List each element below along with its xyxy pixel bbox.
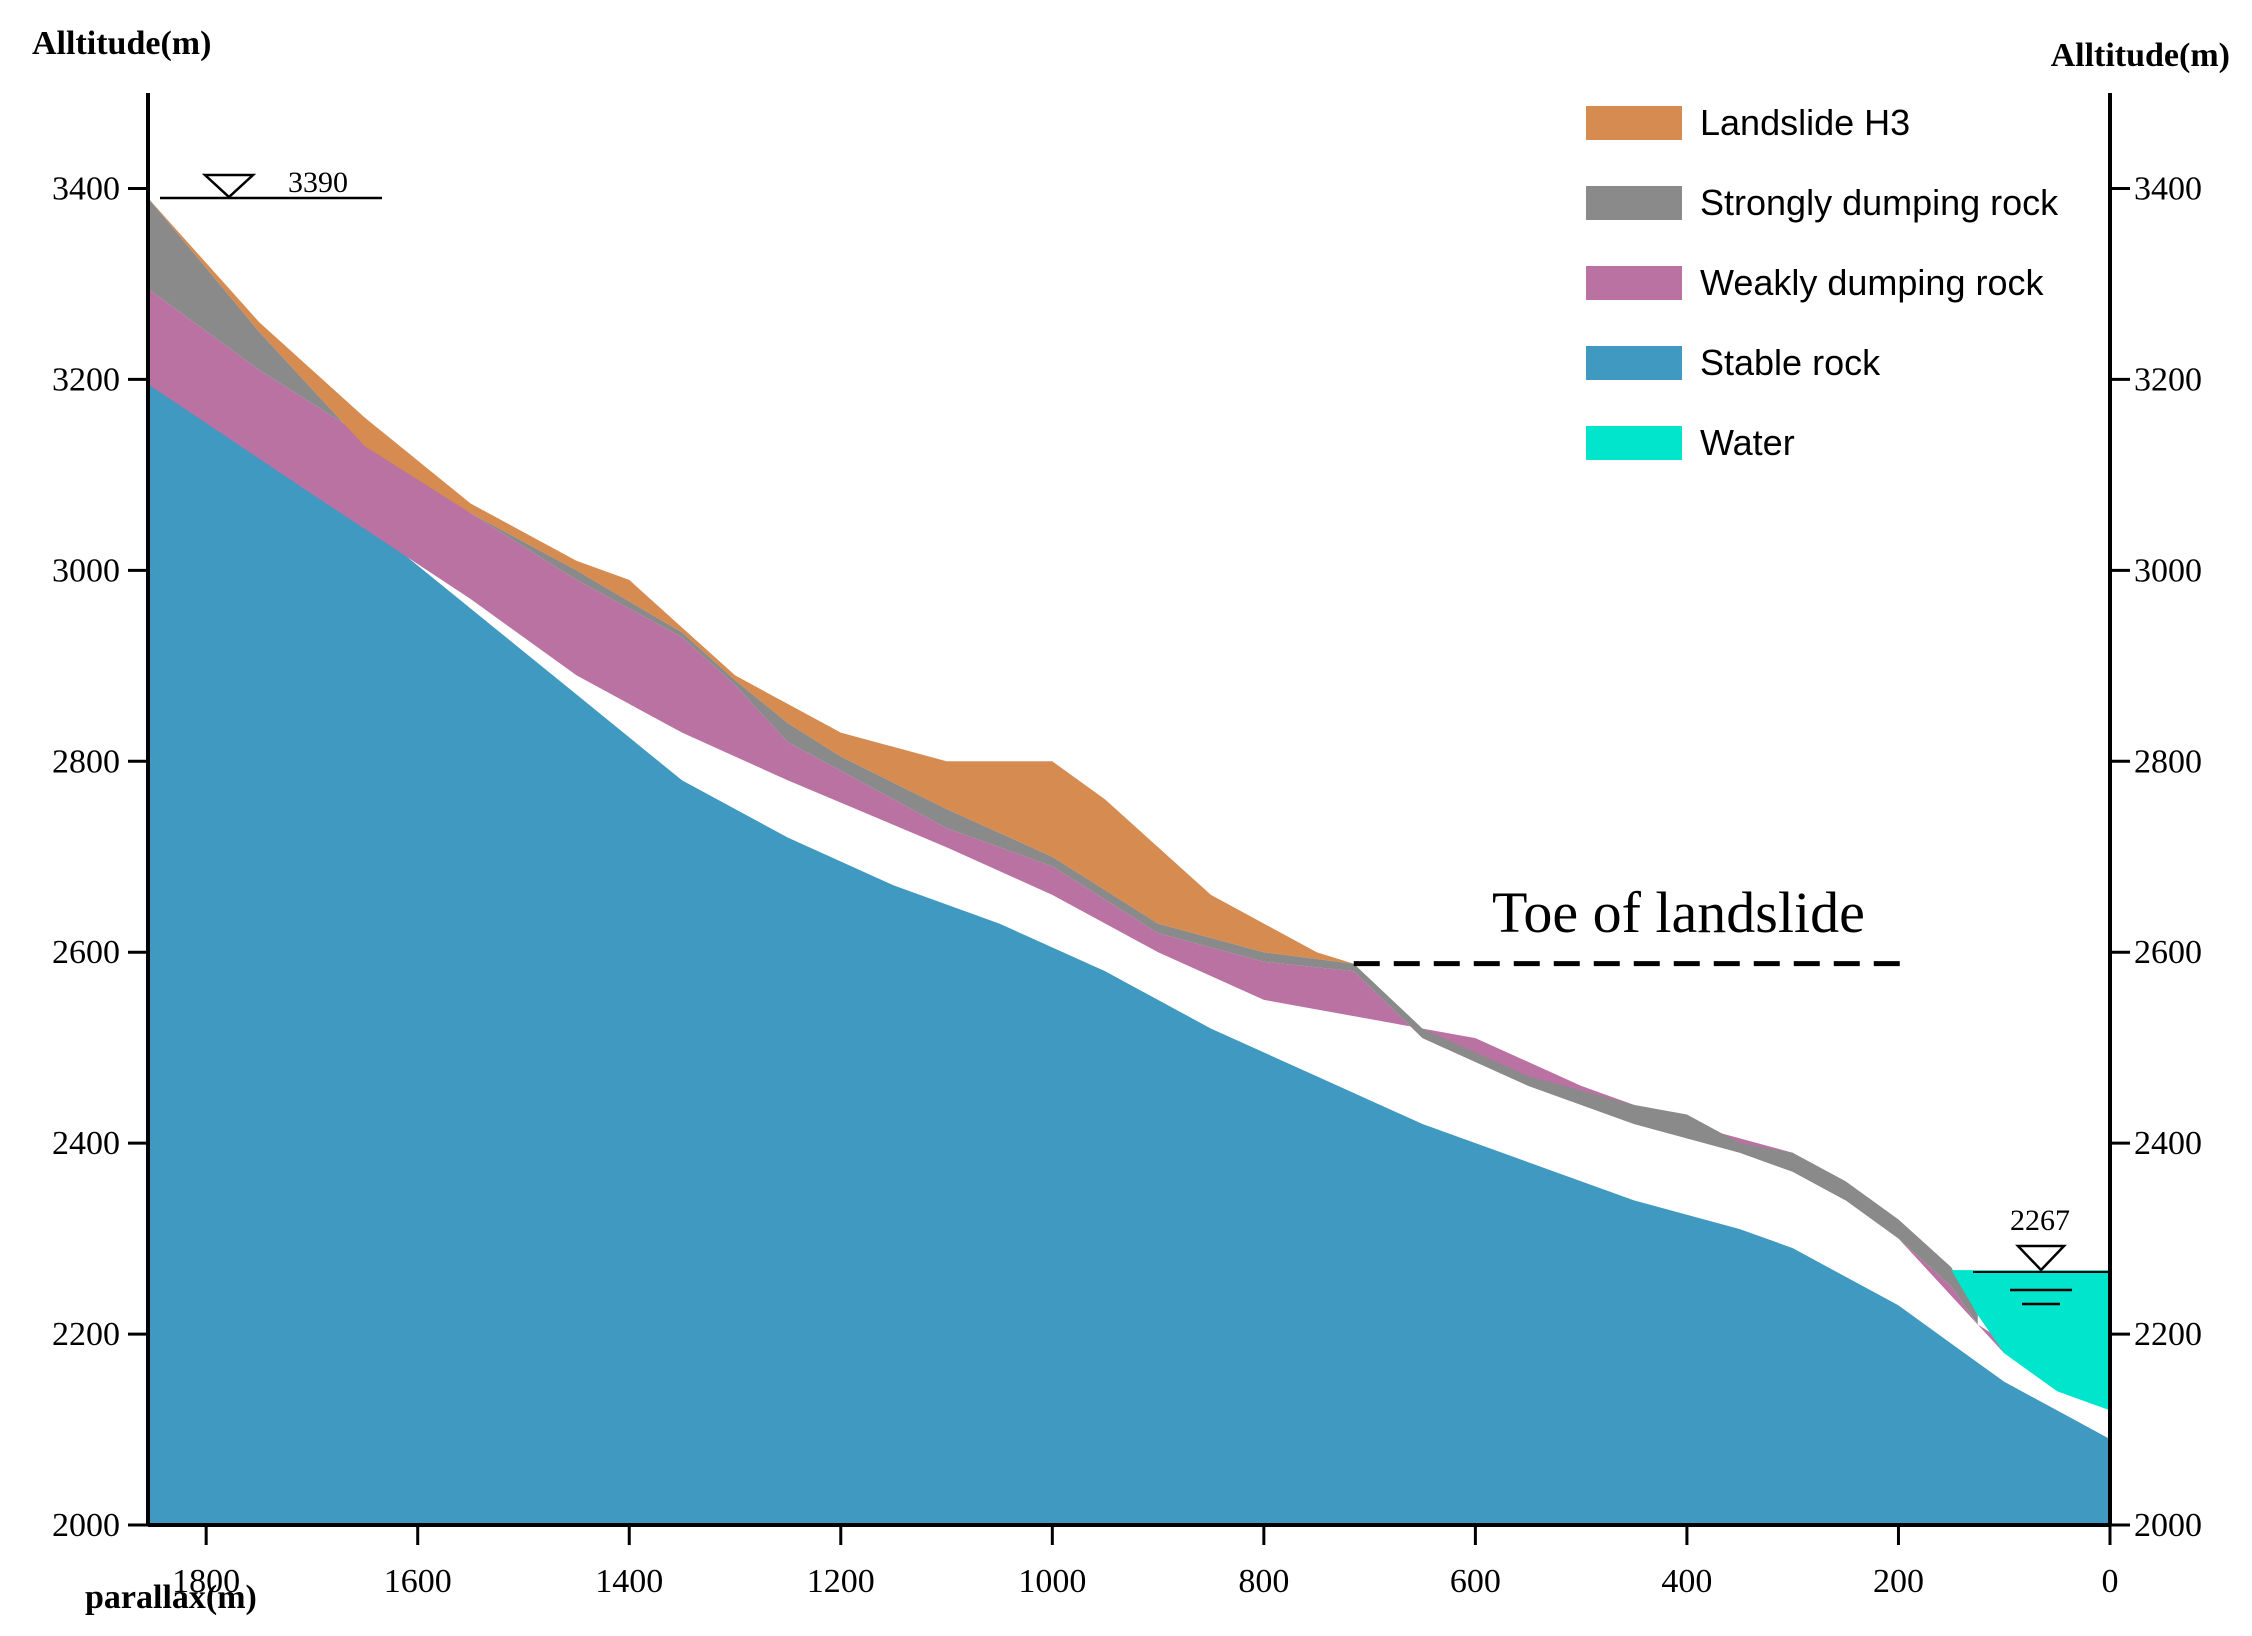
- water-level-label: 2267: [2010, 1204, 2070, 1237]
- axis-frame: [146, 93, 2112, 1527]
- triangle-down-icon: [201, 173, 257, 199]
- y-tick-label-right: 3000: [2134, 552, 2202, 589]
- y-tick-label-left: 3200: [52, 361, 120, 398]
- y-tick-label-left: 2800: [52, 743, 120, 780]
- left-axis-title: Alltitude(m): [32, 25, 211, 62]
- legend-swatch: [1586, 426, 1682, 460]
- triangle-down-icon: [2015, 1244, 2067, 1272]
- y-tick-label-right: 2400: [2134, 1125, 2202, 1162]
- landslide-h3-area: [148, 198, 1354, 964]
- x-tick-label: 600: [1450, 1563, 1501, 1600]
- x-tick-label: 1600: [384, 1563, 452, 1600]
- toe-annotation: Toe of landslide: [1353, 880, 1904, 967]
- y-tick-label-right: 3400: [2134, 170, 2202, 207]
- legend-label: Water: [1700, 422, 1795, 463]
- legend-swatch: [1586, 106, 1682, 140]
- toe-label: Toe of landslide: [1492, 880, 1865, 945]
- y-tick-label-right: 3200: [2134, 361, 2202, 398]
- x-tick-label: 200: [1873, 1563, 1924, 1600]
- x-tick-label: 1200: [807, 1563, 875, 1600]
- right-axis-title: Alltitude(m): [2051, 37, 2230, 74]
- legend-label: Landslide H3: [1700, 102, 1910, 143]
- y-tick-label-left: 2400: [52, 1125, 120, 1162]
- legend-swatch: [1586, 266, 1682, 300]
- y-tick-label-left: 2200: [52, 1316, 120, 1353]
- y-tick-label-right: 2200: [2134, 1316, 2202, 1353]
- x-axis-title: parallax(m): [85, 1579, 257, 1616]
- x-tick-label: 1800: [172, 1563, 240, 1600]
- x-tick-label: 800: [1238, 1563, 1289, 1600]
- x-tick-label: 1000: [1018, 1563, 1086, 1600]
- x-tick-label: 1400: [595, 1563, 663, 1600]
- stable-rock-area: [148, 384, 2110, 1526]
- water-area: [1951, 1270, 2110, 1411]
- top-level-marker: 3390: [160, 166, 382, 200]
- y-tick-label-left: 3400: [52, 170, 120, 207]
- x-tick-label: 0: [2102, 1563, 2119, 1600]
- water-level-marker: 2267: [1973, 1204, 2110, 1306]
- legend: Landslide H3 Strongly dumping rock Weakly …: [1586, 102, 2059, 463]
- legend-label: Weakly dumping rock: [1700, 262, 2044, 303]
- y-tick-label-left: 3000: [52, 552, 120, 589]
- y-tick-label-right: 2000: [2134, 1507, 2202, 1544]
- geologic-layers: [148, 198, 2110, 1526]
- y-tick-label-left: 2000: [52, 1507, 120, 1544]
- legend-swatch: [1586, 346, 1682, 380]
- y-tick-label-left: 2600: [52, 934, 120, 971]
- legend-label: Stable rock: [1700, 342, 1881, 383]
- legend-swatch: [1586, 186, 1682, 220]
- y-tick-label-right: 2600: [2134, 934, 2202, 971]
- legend-label: Strongly dumping rock: [1700, 182, 2059, 223]
- x-tick-label: 400: [1661, 1563, 1712, 1600]
- y-tick-label-right: 2800: [2134, 743, 2202, 780]
- top-level-label: 3390: [288, 166, 348, 199]
